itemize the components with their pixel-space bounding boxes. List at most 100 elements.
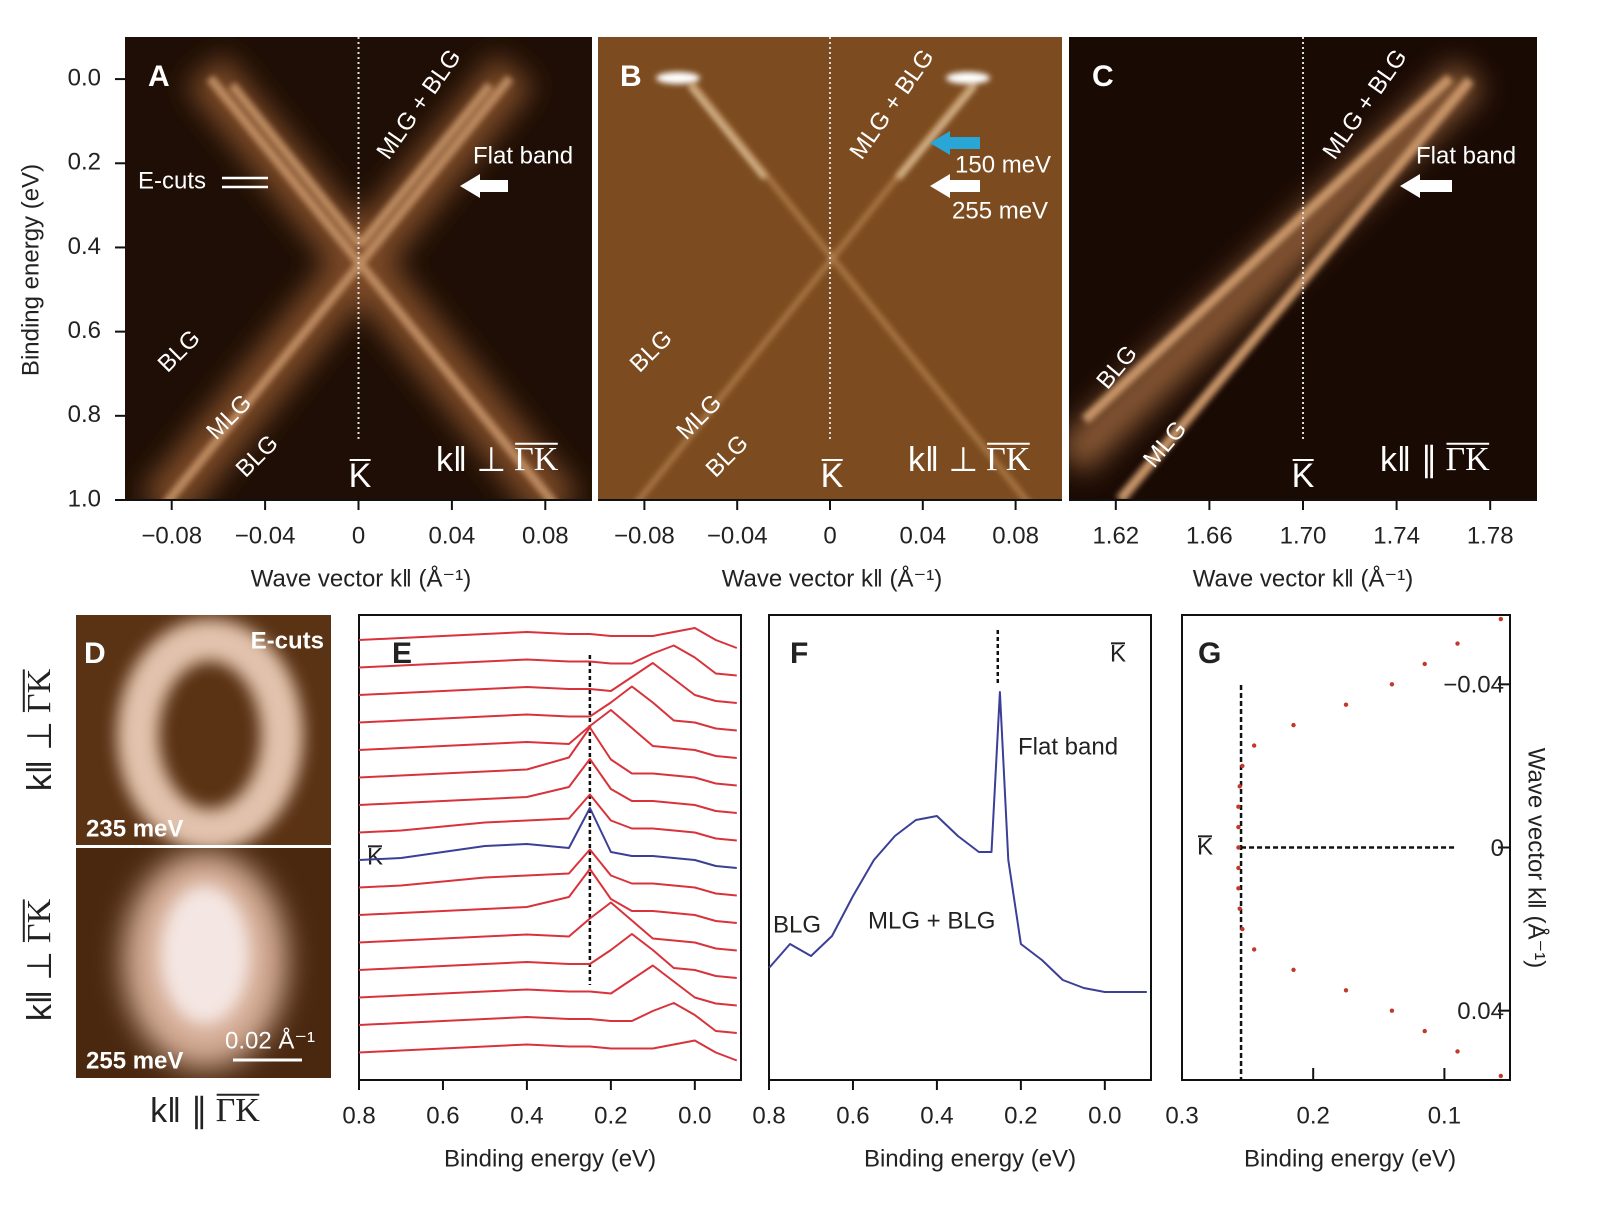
arrow [930,174,980,198]
direction: k‖ ⊥ [21,951,59,1021]
direction-path: ΓK [216,1092,261,1129]
image-d-bottom [76,848,331,1078]
frame [358,614,742,1081]
x-tick-label: 0.08 [522,522,569,549]
direction: k‖ ∥ [1380,441,1438,479]
axis-label-group: k‖ ⊥ ΓK [21,898,59,1021]
point [1237,784,1242,789]
curve [358,868,737,924]
y-axis-label: Wave vector k‖ (Å⁻¹) [1523,748,1551,968]
point [1498,1073,1504,1079]
point [1291,967,1296,973]
direction-label: k‖ ⊥ ΓK [21,668,59,791]
direction-path: ΓK [21,898,58,943]
curve [358,726,737,787]
direction-label: k‖ ∥ ΓK [150,1092,260,1130]
image-d-top [76,615,331,845]
point [1389,682,1395,687]
panel-label: G [1198,637,1221,670]
x-tick-label: 1.70 [1280,522,1327,549]
curve [358,807,737,869]
x-tick-label: 0.0 [678,1102,711,1129]
arrow [930,131,980,155]
point [1343,702,1349,707]
direction-path: ΓK [986,441,1031,478]
k-point-label: K [821,457,844,495]
curve-label: K [367,843,383,870]
x-tick-label: 0.4 [510,1102,543,1129]
k-point-label: K [1292,457,1315,495]
x-tick-label: 0.04 [899,522,946,549]
point [1251,947,1257,952]
point [1291,722,1296,728]
x-tick-label: −0.04 [707,522,768,549]
x-tick-label: 1.74 [1373,522,1420,549]
x-axis-label: Binding energy (eV) [444,1145,656,1172]
point [1236,824,1241,830]
annotation: BLG [773,911,821,938]
curve [358,662,737,704]
x-tick-label: 0.8 [342,1102,375,1129]
x-axis-label: Wave vector k‖ (Å⁻¹) [1193,564,1413,592]
x-tick-label: 0.4 [920,1102,953,1129]
point [1240,926,1245,932]
point [1343,988,1349,993]
x-tick-label: 0.6 [836,1102,869,1129]
curve [358,1002,737,1034]
x-tick-label: 0 [352,522,365,549]
direction-path: ΓK [514,441,559,478]
direction-label: k‖ ⊥ΓK [436,441,559,479]
direction-path: ΓK [1446,441,1491,478]
y-tick-label: 0.04 [1457,998,1504,1025]
curve [358,933,737,979]
point [1422,1028,1427,1034]
y-tick-label: 0.4 [68,233,101,260]
y-tick-label: 0.0 [68,64,101,91]
arrow [460,174,508,198]
curve [358,1039,738,1062]
annotation: Flat band [1416,142,1516,169]
curve [358,709,737,759]
x-tick-label: 0.2 [1297,1102,1330,1129]
x-axis-label: Wave vector k‖ (Å⁻¹) [722,564,942,592]
curve [358,627,738,649]
x-tick-label: 0.1 [1428,1102,1461,1129]
point [1498,616,1504,622]
x-tick-label: 0.0 [1088,1102,1121,1129]
x-tick-label: 0.8 [752,1102,785,1129]
e-cut-lines [222,176,268,189]
curve [358,758,737,814]
arrow [1400,174,1452,198]
direction-label: k‖ ⊥ ΓK [21,898,59,1021]
y-tick-label: 0.2 [68,149,101,176]
annotation: MLG + BLG [868,907,995,934]
annotation: E-cuts [138,167,206,194]
direction-label: k‖ ⊥ΓK [908,441,1031,479]
x-tick-label: 0.2 [594,1102,627,1129]
direction: k‖ ⊥ [436,441,506,479]
panel-label: C [1092,60,1114,93]
annotation: Flat band [1018,733,1118,760]
x-tick-label: 1.66 [1186,522,1233,549]
x-tick-label: 1.62 [1092,522,1139,549]
direction: k‖ ⊥ [908,441,978,479]
direction: k‖ ∥ [150,1092,208,1130]
x-tick-label: 0.6 [426,1102,459,1129]
curve [358,685,737,732]
x-tick-label: 0.2 [1004,1102,1037,1129]
annotation: 255 meV [86,1047,183,1074]
curve [358,901,737,952]
y-tick-label: 0.8 [68,401,101,428]
direction-path: ΓK [21,668,58,713]
k-point-label: K [1197,833,1213,860]
frame [768,614,1152,1081]
annotation: Flat band [473,142,573,169]
x-tick-label: 0.04 [429,522,476,549]
panel-label: B [620,60,642,93]
x-tick-label: 0 [823,522,836,549]
point [1455,641,1460,646]
direction: k‖ ⊥ [21,721,59,791]
point [1237,906,1242,911]
y-tick-label: 1.0 [68,485,101,512]
